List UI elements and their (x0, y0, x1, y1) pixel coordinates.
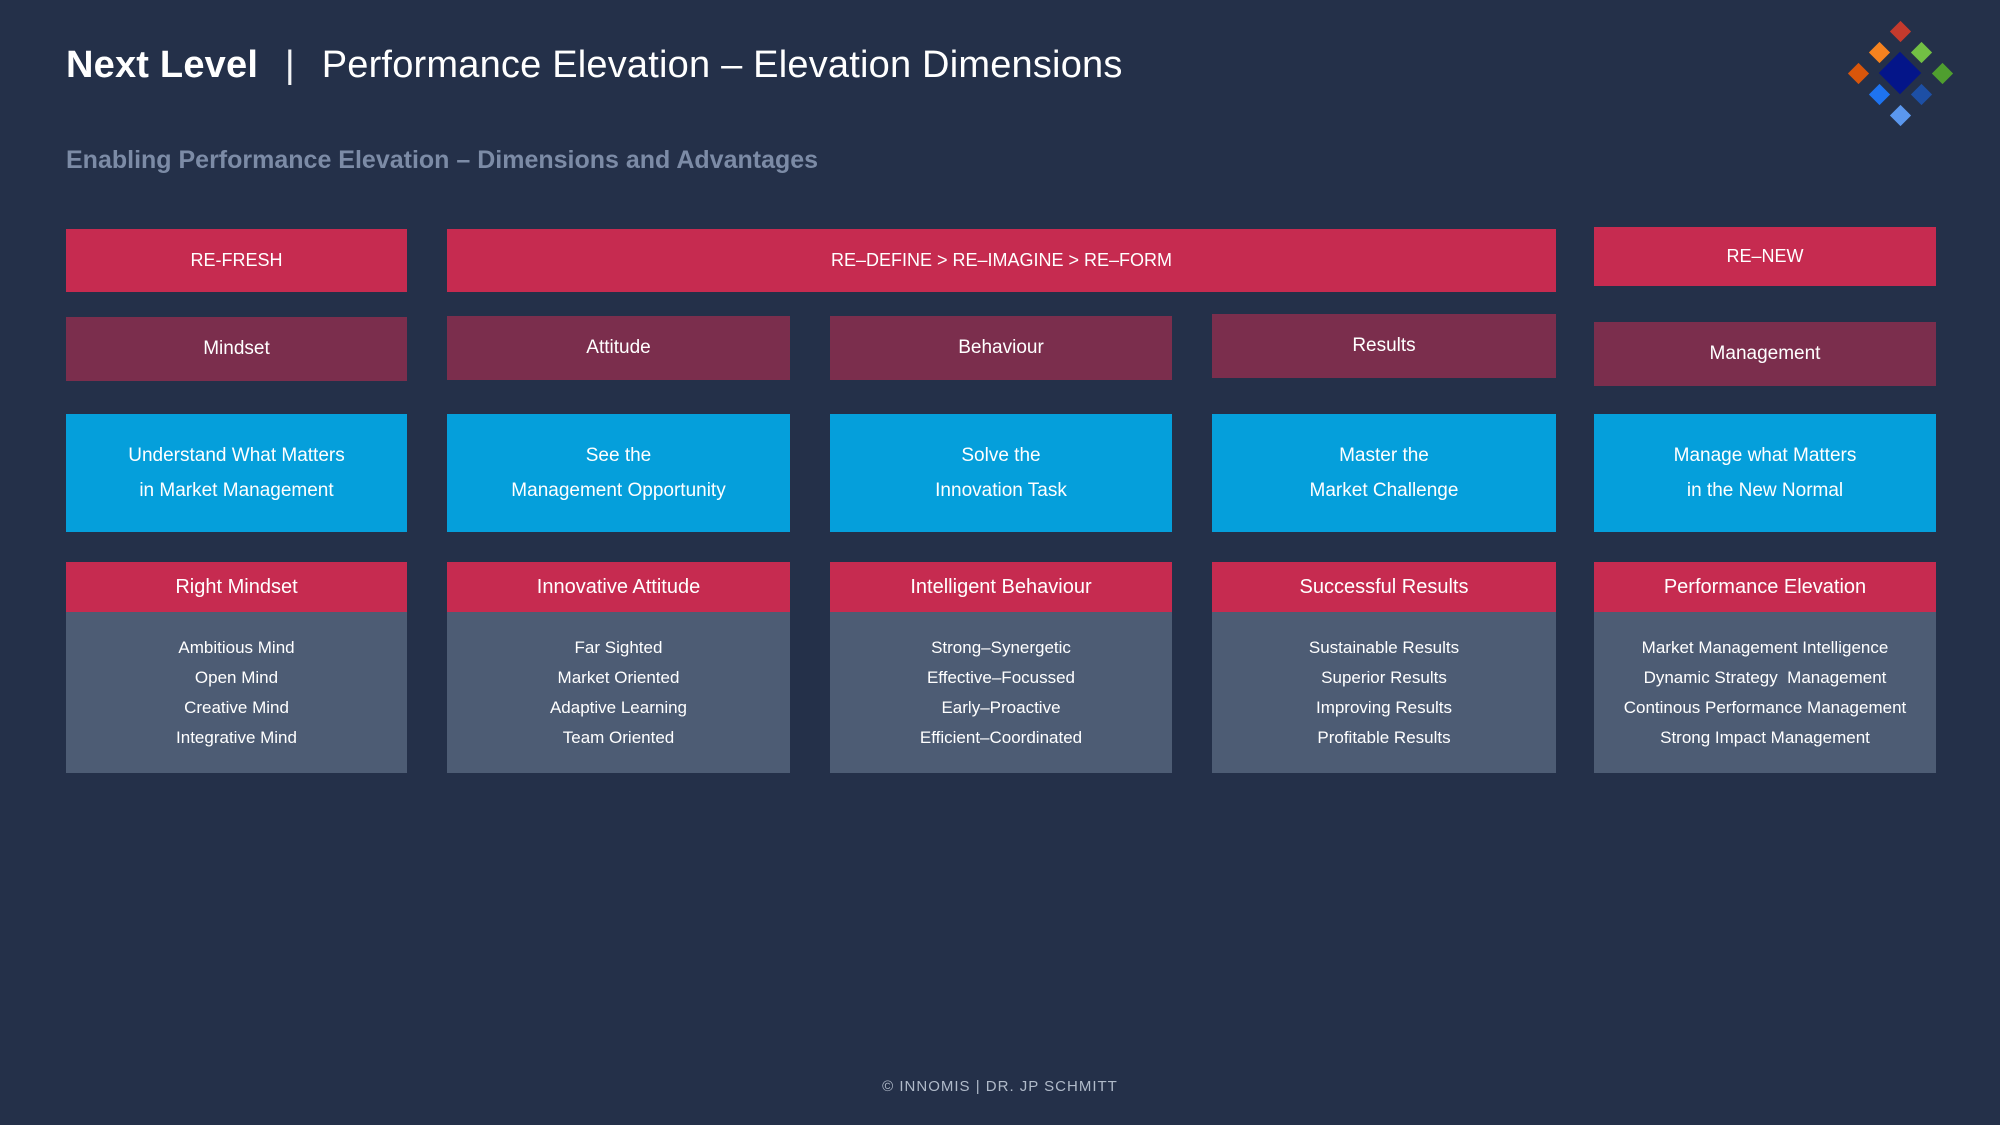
advantage-item: Team Oriented (562, 727, 675, 747)
advantage-item: Ambitious Mind (178, 637, 295, 657)
title-separator: | (284, 44, 295, 86)
page-title: Next Level | Performance Elevation – Ele… (66, 44, 1123, 87)
advantage-header-successful-results: Successful Results (1212, 562, 1556, 612)
title-text: Performance Elevation – Elevation Dimens… (321, 44, 1123, 86)
opportunity-line: Manage what Matters (1673, 444, 1857, 466)
logo-diamond-right-icon (1931, 62, 1953, 84)
phase-box-renew: RE–NEW (1594, 227, 1936, 286)
advantage-item: Sustainable Results (1308, 637, 1460, 657)
advantage-header-performance-elevation: Performance Elevation (1594, 562, 1936, 612)
dimension-box-behaviour: Behaviour (830, 316, 1172, 380)
logo-diamond-bottom-icon (1889, 104, 1911, 126)
advantage-list-4: Sustainable Results Superior Results Imp… (1212, 612, 1556, 773)
advantage-header-intelligent-behaviour: Intelligent Behaviour (830, 562, 1172, 612)
advantage-item: Creative Mind (184, 697, 289, 717)
phase-box-redefine-reimagine-reform: RE–DEFINE > RE–IMAGINE > RE–FORM (447, 229, 1556, 292)
advantage-item: Market Oriented (557, 667, 680, 687)
advantage-item: Strong Impact Management (1660, 727, 1870, 747)
opportunity-line: Market Challenge (1309, 479, 1459, 501)
advantage-header-right-mindset: Right Mindset (66, 562, 407, 612)
advantage-item: Open Mind (194, 667, 279, 687)
logo-diamond-top-icon (1889, 20, 1911, 42)
phase-box-refresh: RE-FRESH (66, 229, 407, 292)
opportunity-box-2: See the Management Opportunity (447, 414, 790, 532)
advantage-list-3: Strong–Synergetic Effective–Focussed Ear… (830, 612, 1172, 773)
logo-diamond-upper-left-icon (1868, 41, 1890, 63)
logo-diamond-lower-left-icon (1868, 83, 1890, 105)
opportunity-line: Master the (1339, 444, 1429, 466)
dimension-box-attitude: Attitude (447, 316, 790, 380)
brand-name: Next Level (66, 44, 259, 86)
advantage-list-2: Far Sighted Market Oriented Adaptive Lea… (447, 612, 790, 773)
opportunity-line: in Market Management (139, 479, 334, 501)
opportunity-box-5: Manage what Matters in the New Normal (1594, 414, 1936, 532)
dimension-box-management: Management (1594, 322, 1936, 386)
opportunity-line: See the (585, 444, 652, 466)
advantage-item: Dynamic Strategy Management (1643, 667, 1887, 687)
advantage-item: Superior Results (1321, 667, 1447, 687)
advantage-item: Profitable Results (1317, 727, 1451, 747)
opportunity-box-1: Understand What Matters in Market Manage… (66, 414, 407, 532)
logo-diamond-upper-right-icon (1910, 41, 1932, 63)
advantage-item: Efficient–Coordinated (919, 727, 1083, 747)
advantage-item: Market Management Intelligence (1641, 637, 1889, 657)
opportunity-line: Management Opportunity (511, 479, 726, 501)
slide-subtitle: Enabling Performance Elevation – Dimensi… (66, 146, 819, 174)
advantage-item: Far Sighted (574, 637, 663, 657)
opportunity-line: Understand What Matters (128, 444, 345, 466)
advantage-item: Continous Performance Management (1623, 697, 1907, 717)
dimension-box-results: Results (1212, 314, 1556, 378)
opportunity-line: Innovation Task (935, 479, 1067, 501)
innomis-logo-icon (1840, 13, 1960, 133)
logo-diamond-center-icon (1878, 51, 1922, 95)
opportunity-box-4: Master the Market Challenge (1212, 414, 1556, 532)
advantage-item: Effective–Focussed (926, 667, 1076, 687)
advantage-item: Adaptive Learning (549, 697, 688, 717)
dimension-box-mindset: Mindset (66, 317, 407, 381)
advantage-header-innovative-attitude: Innovative Attitude (447, 562, 790, 612)
copyright-footer: © INNOMIS | DR. JP SCHMITT (882, 1078, 1118, 1095)
advantage-list-5: Market Management Intelligence Dynamic S… (1594, 612, 1936, 773)
advantage-item: Integrative Mind (176, 727, 297, 747)
logo-diamond-left-icon (1847, 62, 1869, 84)
opportunity-box-3: Solve the Innovation Task (830, 414, 1172, 532)
advantage-list-1: Ambitious Mind Open Mind Creative Mind I… (66, 612, 407, 773)
opportunity-line: in the New Normal (1686, 479, 1844, 501)
advantage-item: Strong–Synergetic (931, 637, 1071, 657)
advantage-item: Improving Results (1315, 697, 1453, 717)
advantage-item: Early–Proactive (941, 697, 1061, 717)
opportunity-line: Solve the (961, 444, 1041, 466)
logo-diamond-lower-right-icon (1910, 83, 1932, 105)
